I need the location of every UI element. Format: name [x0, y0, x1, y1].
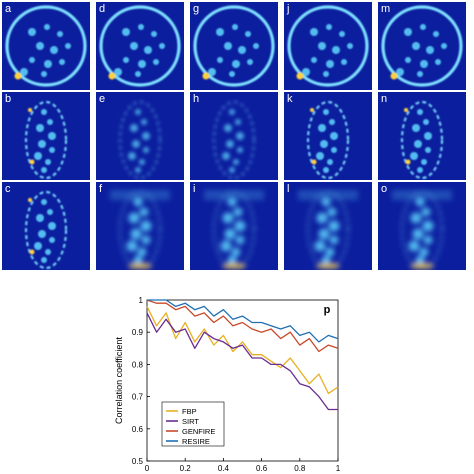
reconstruction-panel-j: j: [284, 2, 372, 90]
series-line-genfire: [146, 299, 339, 353]
panel-letter-g: g: [193, 3, 200, 15]
y-tick-label: 1: [139, 296, 144, 305]
reconstruction-panel-k: k: [284, 92, 372, 180]
series-line-sirt: [146, 312, 338, 411]
series-line-resire: [147, 299, 339, 343]
series-line-fbp: [146, 306, 339, 395]
panel-image: [96, 182, 184, 270]
x-tick-label: 0: [145, 464, 150, 473]
panel-letter-d: d: [99, 3, 106, 15]
reconstruction-panel-d: d: [96, 2, 184, 90]
x-tick-label: 0.2: [180, 464, 192, 473]
chart-panel-letter: p: [324, 304, 331, 316]
x-tick-label: 1: [336, 464, 341, 473]
y-tick-label: 0.8: [132, 360, 144, 369]
reconstruction-panel-n: n: [378, 92, 466, 180]
panel-image: [284, 182, 372, 270]
panel-image: [2, 2, 90, 90]
y-tick-label: 0.5: [132, 457, 144, 466]
y-tick-label: 0.9: [132, 328, 144, 337]
reconstruction-panel-f: f: [96, 182, 184, 270]
reconstruction-panel-o: o: [378, 182, 466, 270]
panel-letter-l: l: [287, 183, 290, 195]
panel-letter-m: m: [381, 3, 391, 15]
x-tick-label: 0.4: [218, 464, 230, 473]
panel-image: [284, 92, 372, 180]
legend-label: FBP: [182, 407, 197, 416]
y-tick-label: 0.6: [132, 425, 144, 434]
panel-letter-f: f: [99, 183, 103, 195]
reconstruction-panel-e: e: [96, 92, 184, 180]
panel-image: [378, 2, 466, 90]
y-axis-label: Correlation coefficient: [114, 337, 124, 424]
reconstruction-panel-m: m: [378, 2, 466, 90]
x-tick-label: 0.6: [256, 464, 268, 473]
reconstruction-panel-g: g: [190, 2, 278, 90]
panel-image: [96, 92, 184, 180]
panel-image: [190, 92, 278, 180]
panel-image: [2, 92, 90, 180]
reconstruction-panel-h: h: [190, 92, 278, 180]
reconstruction-panel-a: a: [2, 2, 90, 90]
panel-image: [96, 2, 184, 90]
y-tick-label: 0.7: [132, 393, 144, 402]
panel-letter-c: c: [5, 183, 11, 195]
panel-letter-k: k: [287, 93, 293, 105]
legend-label: SIRT: [182, 417, 199, 426]
reconstruction-panel-c: c: [2, 182, 90, 270]
panel-image: [190, 182, 278, 270]
reconstruction-panel-i: i: [190, 182, 278, 270]
panel-letter-n: n: [381, 93, 388, 105]
panel-image: [190, 2, 278, 90]
panel-image: [2, 182, 90, 270]
panel-letter-o: o: [381, 183, 388, 195]
x-tick-label: 0.8: [294, 464, 306, 473]
panel-letter-a: a: [5, 3, 12, 15]
panel-image: [284, 2, 372, 90]
legend-label: GENFIRE: [182, 427, 215, 436]
legend-label: RESIRE: [182, 437, 210, 446]
panel-letter-e: e: [99, 93, 106, 105]
panel-image: [378, 182, 466, 270]
panel-letter-j: j: [287, 3, 290, 15]
panel-letter-b: b: [5, 93, 12, 105]
panel-letter-h: h: [193, 93, 200, 105]
reconstruction-panel-b: b: [2, 92, 90, 180]
legend: [161, 401, 225, 447]
reconstruction-panel-l: l: [284, 182, 372, 270]
panel-letter-i: i: [193, 183, 196, 195]
panel-image: [378, 92, 466, 180]
